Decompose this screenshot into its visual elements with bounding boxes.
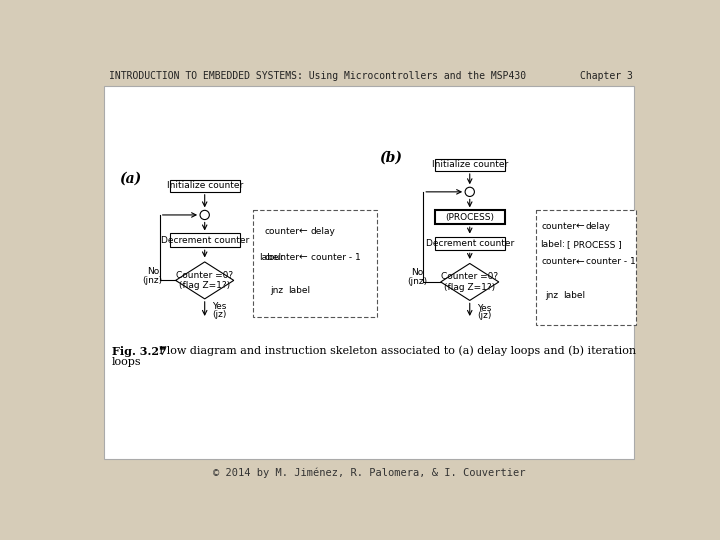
- Text: (jnz): (jnz): [142, 276, 162, 285]
- Bar: [170, 179, 240, 192]
- Text: label: label: [563, 291, 585, 300]
- Polygon shape: [176, 262, 234, 299]
- Text: INTRODUCTION TO EMBEDDED SYSTEMS: Using Microcontrollers and the MSP430: INTRODUCTION TO EMBEDDED SYSTEMS: Using …: [109, 71, 526, 82]
- Text: ←: ←: [299, 226, 307, 236]
- Bar: [435, 211, 505, 224]
- Bar: [536, 210, 636, 325]
- Text: ←: ←: [299, 252, 307, 262]
- Text: [ PROCESS ]: [ PROCESS ]: [567, 240, 621, 249]
- Bar: [104, 86, 634, 459]
- Bar: [253, 210, 377, 318]
- Text: (jz): (jz): [212, 310, 227, 319]
- Text: counter - 1: counter - 1: [311, 253, 361, 262]
- Text: (jz): (jz): [477, 312, 492, 320]
- Text: Initialize counter: Initialize counter: [431, 160, 508, 170]
- Text: label:: label:: [259, 253, 284, 262]
- Text: counter: counter: [264, 253, 300, 262]
- Bar: [435, 237, 505, 251]
- Text: label:: label:: [540, 240, 565, 249]
- Text: label: label: [289, 286, 310, 295]
- Bar: [170, 233, 240, 247]
- Text: Flow diagram and instruction skeleton associated to (a) delay loops and (b) iter: Flow diagram and instruction skeleton as…: [152, 346, 636, 356]
- Text: Counter =0?: Counter =0?: [441, 272, 498, 281]
- Text: Fig. 3.27: Fig. 3.27: [112, 346, 166, 357]
- Text: Chapter 3: Chapter 3: [580, 71, 632, 82]
- Text: jnz: jnz: [270, 286, 283, 295]
- Text: jnz: jnz: [545, 291, 558, 300]
- Text: (flag Z=1?): (flag Z=1?): [179, 281, 230, 291]
- Text: counter - 1: counter - 1: [586, 258, 636, 266]
- Text: (flag Z=1?): (flag Z=1?): [444, 283, 495, 292]
- Text: © 2014 by M. Jiménez, R. Palomera, & I. Couvertier: © 2014 by M. Jiménez, R. Palomera, & I. …: [212, 468, 526, 478]
- Text: Initialize counter: Initialize counter: [166, 181, 243, 190]
- Text: Decrement counter: Decrement counter: [426, 239, 514, 248]
- Text: counter: counter: [541, 258, 577, 266]
- Polygon shape: [441, 264, 499, 300]
- Text: (jnz): (jnz): [407, 278, 427, 286]
- Text: Counter =0?: Counter =0?: [176, 271, 233, 280]
- Text: ←: ←: [575, 257, 584, 267]
- Text: loops: loops: [112, 356, 141, 367]
- Text: Yes: Yes: [212, 302, 227, 311]
- Text: Decrement counter: Decrement counter: [161, 236, 249, 245]
- Circle shape: [200, 211, 210, 220]
- Text: delay: delay: [311, 227, 336, 235]
- Text: No: No: [148, 267, 160, 275]
- Text: counter: counter: [264, 227, 300, 235]
- Circle shape: [465, 187, 474, 197]
- Text: (PROCESS): (PROCESS): [445, 213, 494, 222]
- Text: (b): (b): [379, 150, 402, 164]
- Text: delay: delay: [586, 222, 611, 231]
- Text: (a): (a): [120, 172, 141, 186]
- Text: counter: counter: [541, 222, 577, 231]
- Text: Yes: Yes: [477, 303, 492, 313]
- Text: ←: ←: [575, 221, 584, 232]
- Text: No: No: [411, 268, 423, 277]
- Bar: [435, 159, 505, 171]
